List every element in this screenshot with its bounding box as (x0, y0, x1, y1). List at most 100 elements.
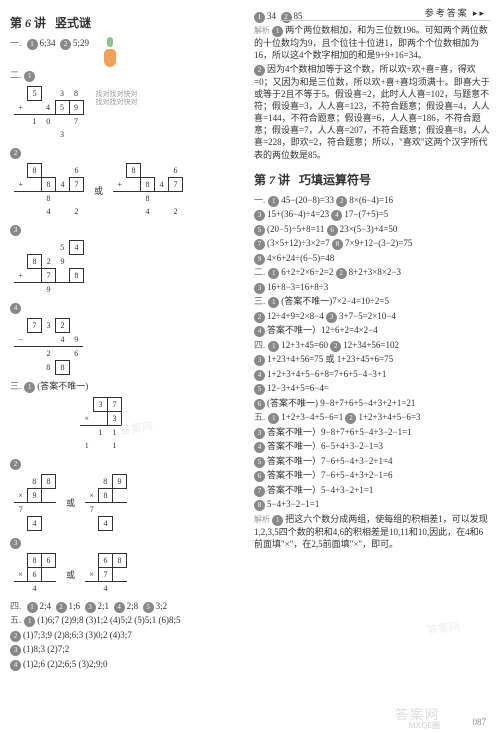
i: 3 (254, 428, 265, 439)
i: 1 (268, 268, 279, 279)
q3-label: 3 (10, 223, 246, 236)
carrot-icon (99, 37, 121, 67)
t: 15+(36−4)÷4=23 (267, 209, 329, 219)
section6-title: 第 6 讲 竖式谜 (10, 14, 246, 31)
i3: 3 (85, 602, 96, 613)
right-column: 134 285 解析 1两个两位数相加，和为三位数196。可知两个两位数的十位数… (254, 8, 490, 672)
watermark-sub: MXQE圈 (408, 720, 440, 731)
g1-row: 315+(36−4)÷4=23 417−(7+5)=5 (254, 208, 490, 221)
i: 5 (254, 225, 265, 236)
left-column: 第 6 讲 竖式谜 一. 16;34 25;29 二.1 538 +459 10… (10, 8, 246, 672)
g4b-row: 6(答案不唯一) 9−8+7+6+5−4+3+2+1=21 (254, 397, 490, 410)
unique-note: (答案不唯一) (37, 381, 88, 391)
sec4-row: 四. 12;4 21;6 32;1 42;8 53;2 (10, 600, 246, 613)
i: 9 (254, 254, 265, 265)
g5-row: 6答案不唯一）7−6+5−4+3+2−1=6 (254, 469, 490, 482)
group-label: 四. (10, 601, 21, 611)
vertical-grid: 37 ×3 11 11 (80, 397, 122, 452)
i2: 2 (56, 602, 67, 613)
i: 7 (254, 486, 265, 497)
group-label: 一. (10, 38, 21, 48)
t: 答案不唯一）9−8+7+6+5−4+3−2−1=1 (267, 427, 412, 437)
t: 1+2+3−4+5−6=1 (281, 412, 343, 422)
g5-row: 7答案不唯一）5−4+3−2+1=1 (254, 484, 490, 497)
t: 4×6+24÷(6−5)=48 (267, 253, 334, 263)
item-4: 4 (10, 303, 21, 314)
t: 1+2+3+4+5−6+8=7+6+5−4−3+1 (267, 369, 386, 379)
vertical-grid: 68 ×7 4 (85, 553, 127, 595)
item-3: 3 (10, 225, 21, 236)
page-number: 087 (473, 717, 487, 727)
t: 12+3+45=60 (281, 340, 328, 350)
a2: 85 (294, 11, 303, 21)
group-label: 三. (10, 381, 21, 391)
sec5-r3: 3(1)8;3 (2)7;2 (10, 643, 246, 656)
g2-row: 二.16+2÷2×6÷2=2 28+2+3×8×2−3 (254, 266, 490, 279)
g2-row: 316+8−3=16+8÷3 (254, 281, 490, 294)
title-prefix: 第 (10, 16, 22, 30)
i: 4 (254, 370, 265, 381)
vertical-grid: 86 +847 8 42 (113, 163, 183, 218)
ans-1: 6;34 (40, 38, 56, 48)
item-2: 2 (10, 459, 21, 470)
title-word: 讲 (278, 173, 290, 187)
g3-row: 4答案不唯一）12÷6+2=4×2−4 (254, 324, 490, 337)
vertical-grid: 54 829 +78 9 (14, 240, 84, 296)
i: 1 (272, 515, 283, 526)
t: 7×2−4=10÷2=5 (332, 296, 389, 306)
item-3: 3 (10, 538, 21, 549)
group-label: 二. (254, 267, 265, 277)
header-divider (280, 20, 490, 21)
i: 2 (336, 268, 347, 279)
t: 16+8−3=16+8÷3 (267, 282, 328, 292)
g3-row: 三.1(答案不唯一)7×2−4=10÷2=5 (254, 295, 490, 308)
vertical-grid: 732 −49 26 88 (14, 318, 83, 375)
i: 4 (331, 210, 342, 221)
t: (1)8;3 (2)7;2 (23, 644, 69, 654)
p2: 因为4个数相加等于这个数，所以欢+欢+喜=喜，得欢=0；又因为和是三位数，所以欢… (254, 64, 490, 160)
i: 6 (254, 471, 265, 482)
a4: 2;8 (127, 601, 139, 611)
item-1: 1 (24, 382, 35, 393)
g5-row: 5答案不唯一）7−6+5−4+3−2+1=4 (254, 455, 490, 468)
g5-expl: 解析 1把这六个数分成两组，使每组的积相差1，可以发现1,2,3,5四个数的积和… (254, 513, 490, 550)
i1: 1 (272, 26, 283, 37)
t: (1)6;7 (2)9;8 (3)1;2 (4)5;2 (5)5;1 (6)8;… (37, 615, 180, 625)
item-2: 2 (60, 39, 71, 50)
group-label: 四. (254, 340, 265, 350)
g4-row: 四.112+3+45=60 212+34+56=102 (254, 339, 490, 352)
grid-pair-2: 86 +847 8 42 或 86 +847 8 42 (10, 160, 246, 221)
i2: 2 (10, 631, 21, 642)
or-label: 或 (66, 568, 75, 581)
i3: 3 (10, 645, 21, 656)
i1: 1 (254, 12, 265, 23)
sec5-r1: 五.1(1)6;7 (2)9;8 (3)1;2 (4)5;2 (5)5;1 (6… (10, 614, 246, 627)
vertical-grid: 89 ×8 7 4 (85, 474, 127, 531)
note-text: 找对找对快对找对找对快对 (96, 91, 138, 106)
i: 1 (268, 413, 279, 424)
t: (3×5+12)÷3×2=7 (267, 238, 330, 248)
g4-row: 512−3+4+5=6−4= (254, 382, 490, 395)
i: 8 (332, 239, 343, 250)
i: 2 (254, 312, 265, 323)
g5-row: 3答案不唯一）9−8+7+6+5−4+3−2−1=1 (254, 426, 490, 439)
g1-row: 一.145−(20−8)=33 28×(6−4)=16 (254, 194, 490, 207)
i: 4 (254, 442, 265, 453)
t: 45−(20−8)=33 (281, 195, 334, 205)
t: (1)7;3;9 (2)8;6;3 (3)0;2 (4)3;7 (23, 630, 132, 640)
t: 1+2+3+4+5−6=3 (358, 412, 420, 422)
item-1: 1 (27, 39, 38, 50)
i: 1 (268, 297, 279, 308)
i: 1 (268, 341, 279, 352)
t: 12+34+56=102 (343, 340, 399, 350)
g5-row: 4答案不唯一）6−5+4+3−2−1=3 (254, 440, 490, 453)
i2: 2 (254, 65, 265, 76)
group-label: 五. (254, 412, 265, 422)
t: 8×(6−4)=16 (349, 195, 393, 205)
g5-row: 五.11+2+3−4+5−6=1 21+2+3+4+5−6=3 (254, 411, 490, 424)
grid-pair-4: 86 ×6 4 或 68 ×7 4 (10, 550, 246, 598)
q2b-label: 2 (10, 457, 246, 470)
group-label: 五. (10, 615, 21, 625)
g1-row: 94×6+24÷(6−5)=48 (254, 252, 490, 265)
t: 23×(5−3)+4=50 (340, 224, 398, 234)
